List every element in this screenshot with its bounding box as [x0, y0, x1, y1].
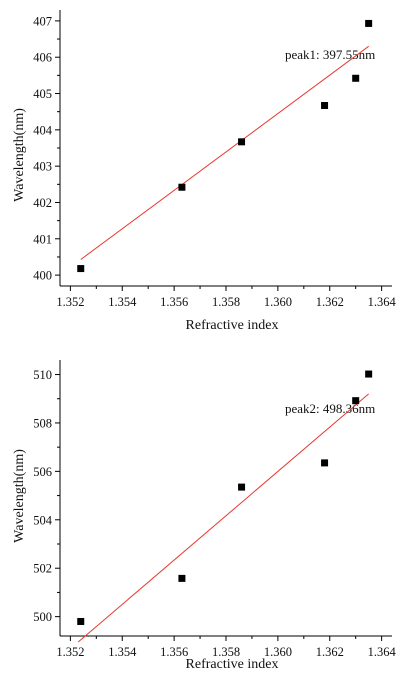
y-tick-label: 500: [33, 610, 52, 624]
x-tick-label: 1.364: [368, 645, 397, 659]
x-tick-label: 1.352: [56, 295, 84, 309]
y-tick-label: 404: [33, 123, 53, 137]
y-tick-label: 407: [33, 14, 52, 28]
x-tick-label: 1.362: [316, 645, 344, 659]
y-tick-label: 502: [33, 562, 52, 576]
data-point: [238, 483, 246, 491]
y-tick-label: 506: [33, 465, 52, 479]
y-tick-label: 401: [33, 232, 52, 246]
y-tick-label: 403: [33, 160, 52, 174]
data-point: [352, 397, 360, 405]
y-axis-title: Wavelength(nm): [12, 108, 27, 202]
data-point: [238, 138, 246, 146]
x-tick-label: 1.358: [212, 645, 240, 659]
x-tick-label: 1.356: [160, 295, 188, 309]
y-tick-label: 510: [33, 368, 52, 382]
annotation-peak2: peak2: 498.36nm: [285, 401, 375, 416]
x-tick-label: 1.356: [160, 645, 188, 659]
data-point: [321, 459, 329, 467]
y-tick-label: 504: [33, 513, 53, 527]
x-tick-label: 1.358: [212, 295, 240, 309]
y-tick-label: 402: [33, 196, 52, 210]
x-tick-label: 1.354: [108, 295, 137, 309]
y-tick-label: 508: [33, 416, 52, 430]
annotation-peak1: peak1: 397.55nm: [285, 47, 375, 62]
chart-peak2: peak2: 498.36nm Refractive index Wavelen…: [12, 360, 396, 672]
x-tick-label: 1.354: [108, 645, 137, 659]
data-point: [321, 102, 329, 110]
x-tick-label: 1.364: [368, 295, 397, 309]
y-tick-label: 400: [33, 269, 52, 283]
data-point: [178, 574, 186, 582]
chart-peak1: peak1: 397.55nm Refractive index Wavelen…: [12, 10, 396, 333]
data-point: [352, 74, 360, 82]
x-tick-label: 1.360: [264, 645, 292, 659]
fit-line: [77, 393, 369, 643]
data-point: [178, 183, 186, 191]
x-tick-label: 1.360: [264, 295, 292, 309]
x-axis-title: Refractive index: [186, 318, 279, 333]
y-axis-title: Wavelength(nm): [12, 449, 27, 543]
data-point: [365, 19, 373, 27]
y-tick-label: 405: [33, 87, 52, 101]
data-point: [77, 617, 85, 625]
data-point: [77, 265, 85, 273]
data-point: [365, 370, 373, 378]
x-tick-label: 1.352: [56, 645, 84, 659]
x-axis-title: Refractive index: [186, 657, 279, 672]
y-tick-label: 406: [33, 51, 52, 65]
fit-line: [80, 45, 369, 260]
x-tick-label: 1.362: [316, 295, 344, 309]
